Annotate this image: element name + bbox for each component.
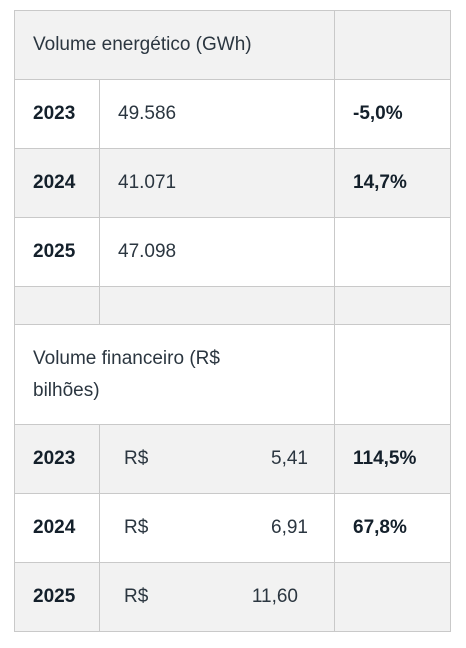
empty-cell	[334, 324, 451, 425]
empty-cell	[334, 10, 451, 80]
year-cell: 2024	[14, 493, 100, 563]
energy-value-cell: 41.071	[99, 148, 335, 218]
financial-value: 5,41	[271, 448, 308, 469]
table-row: 2023 49.586 -5,0%	[14, 79, 451, 149]
table-row: 2024 R$ 6,91 67,8%	[14, 493, 451, 563]
energy-section-title: Volume energético (GWh)	[14, 10, 335, 80]
year-cell: 2025	[14, 217, 100, 287]
currency-label: R$	[124, 517, 149, 538]
financial-section-title: Volume financeiro (R$ bilhões)	[33, 347, 220, 401]
table-row: 2025 47.098	[14, 217, 451, 287]
currency-label: R$	[124, 586, 149, 607]
financial-value: 11,60	[251, 586, 298, 607]
change-cell: -5,0%	[334, 79, 451, 149]
change-cell	[334, 217, 451, 287]
money-cell: R$ 5,41	[118, 448, 316, 470]
empty-cell	[99, 286, 335, 325]
year-cell: 2023	[14, 424, 100, 494]
table-row: 2023 R$ 5,41 114,5%	[14, 424, 451, 494]
change-cell	[334, 562, 451, 632]
year-cell: 2025	[14, 562, 100, 632]
financial-header-row: Volume financeiro (R$ bilhões)	[14, 324, 451, 425]
empty-cell	[14, 286, 100, 325]
change-cell: 114,5%	[334, 424, 451, 494]
change-cell: 14,7%	[334, 148, 451, 218]
change-cell: 67,8%	[334, 493, 451, 563]
money-cell: R$ 11,60	[118, 586, 316, 608]
energy-value-cell: 47.098	[99, 217, 335, 287]
spacer-row	[14, 286, 451, 325]
year-cell: 2024	[14, 148, 100, 218]
table-row: 2024 41.071 14,7%	[14, 148, 451, 218]
currency-label: R$	[124, 448, 149, 469]
table-row: 2025 R$ 11,60	[14, 562, 451, 632]
energy-value-cell: 49.586	[99, 79, 335, 149]
money-cell: R$ 6,91	[118, 517, 316, 539]
empty-cell	[334, 286, 451, 325]
energy-header-row: Volume energético (GWh)	[14, 10, 451, 80]
financial-value: 6,91	[271, 517, 308, 538]
energy-financial-table: Volume energético (GWh) 2023 49.586 -5,0…	[14, 10, 451, 632]
year-cell: 2023	[14, 79, 100, 149]
